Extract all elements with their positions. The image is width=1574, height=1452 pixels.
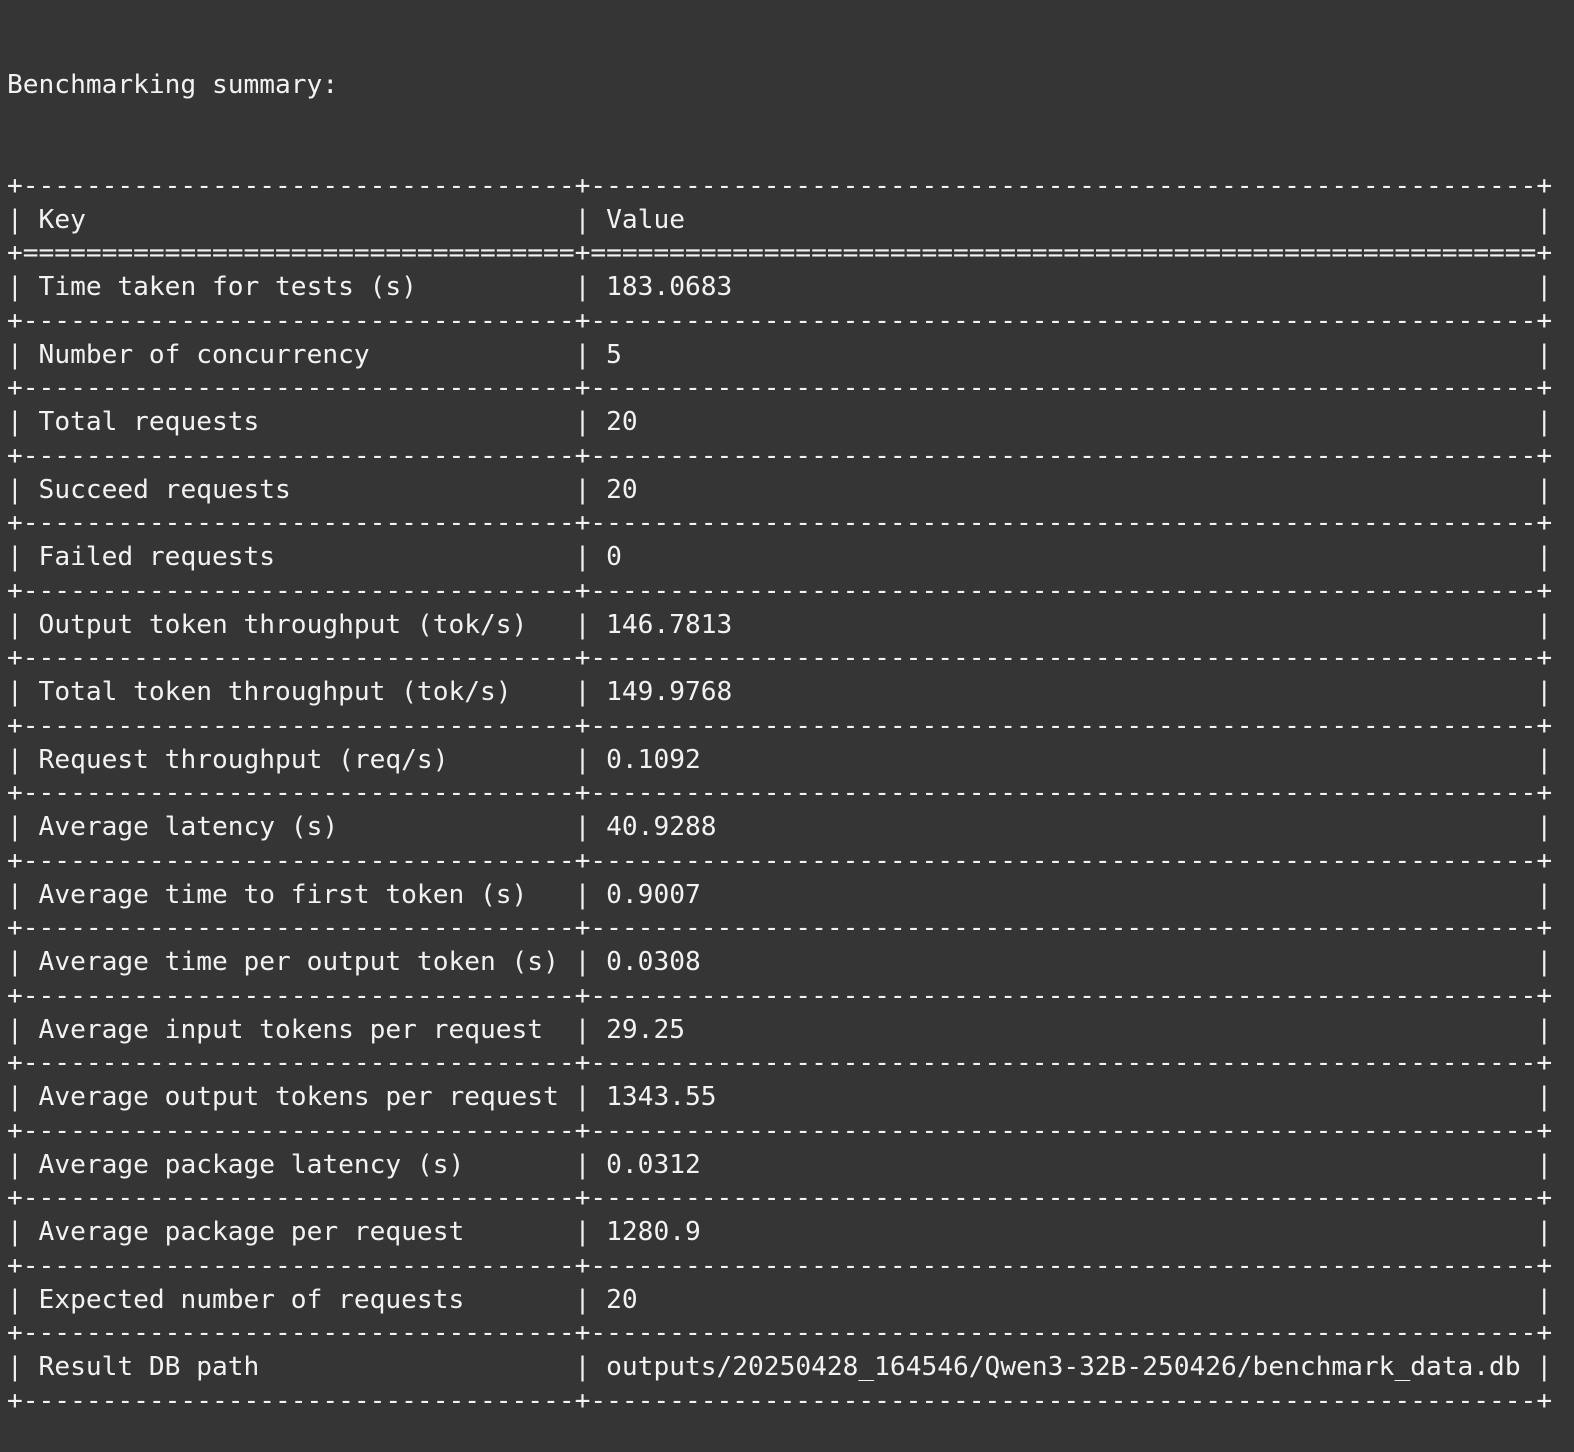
table-row: | Request throughput (req/s) | 0.1092 | — [7, 744, 1574, 778]
value-cell: 20 — [606, 407, 638, 437]
table-border: +-----------------------------------+---… — [7, 643, 1553, 674]
key-cell: Time taken for tests (s) — [38, 272, 417, 302]
table-border: +-----------------------------------+---… — [7, 373, 1553, 404]
table-border: +-----------------------------------+---… — [7, 980, 1553, 1011]
key-cell: Key — [38, 204, 86, 235]
value-cell: 40.9288 — [606, 812, 717, 842]
value-cell: 0.0308 — [606, 947, 701, 977]
value-cell: 0.1092 — [606, 744, 701, 775]
table-border: +-----------------------------------+---… — [7, 1048, 1553, 1079]
table-border: +-----------------------------------+---… — [7, 575, 1553, 606]
benchmark-table: +-----------------------------------+---… — [7, 170, 1574, 1419]
table-border: +-----------------------------------+---… — [7, 845, 1553, 876]
value-cell: 149.9768 — [606, 677, 733, 707]
table-border: +-----------------------------------+---… — [7, 1115, 1553, 1146]
table-border: +-----------------------------------+---… — [7, 170, 1553, 201]
key-cell: Average package latency (s) — [38, 1149, 465, 1180]
table-row: | Failed requests | 0 | — [7, 541, 1574, 575]
value-cell: 146.7813 — [606, 609, 733, 640]
key-cell: Average package per request — [38, 1217, 465, 1247]
summary-title: Benchmarking summary: — [7, 69, 339, 100]
value-cell: 183.0683 — [606, 272, 733, 302]
value-cell: 20 — [606, 474, 638, 505]
value-cell: 0.9007 — [606, 879, 701, 910]
key-cell: Average time to first token (s) — [38, 879, 528, 910]
key-cell: Request throughput (req/s) — [38, 744, 449, 775]
table-row: | Result DB path | outputs/20250428_164546/… — [7, 1351, 1574, 1385]
table-header: | Key | Value | — [7, 204, 1574, 238]
key-cell: Total token throughput (tok/s) — [38, 677, 512, 707]
table-border: +-----------------------------------+---… — [7, 913, 1553, 944]
table-row: | Average time to first token (s) | 0.9007 | — [7, 879, 1574, 913]
value-cell: Value — [606, 204, 685, 235]
table-border: +-----------------------------------+---… — [7, 305, 1553, 336]
key-cell: Total requests — [38, 407, 260, 437]
key-cell: Result DB path — [38, 1352, 260, 1382]
table-row: | Time taken for tests (s) | 183.0683 | — [7, 271, 1574, 305]
value-cell: 5 — [606, 339, 622, 370]
table-row: | Total requests | 20 | — [7, 406, 1574, 440]
table-row: | Expected number of requests | 20 | — [7, 1284, 1574, 1318]
key-cell: Failed requests — [38, 542, 276, 572]
key-cell: Average input tokens per request — [38, 1014, 544, 1045]
table-row: | Number of concurrency | 5 | — [7, 339, 1574, 373]
table-border: +-----------------------------------+---… — [7, 1183, 1553, 1214]
value-cell: 0 — [606, 542, 622, 572]
table-border: +-----------------------------------+---… — [7, 1250, 1553, 1281]
table-border: +-----------------------------------+---… — [7, 778, 1553, 809]
value-cell: 0.0312 — [606, 1149, 701, 1180]
table-border: +-----------------------------------+---… — [7, 440, 1553, 471]
value-cell: 29.25 — [606, 1014, 685, 1045]
value-cell: 20 — [606, 1284, 638, 1315]
key-cell: Average latency (s) — [38, 812, 339, 842]
key-cell: Number of concurrency — [38, 339, 370, 370]
table-row: | Total token throughput (tok/s) | 149.9768… — [7, 676, 1574, 710]
table-row: | Average latency (s) | 40.9288 | — [7, 811, 1574, 845]
key-cell: Average time per output token (s) — [38, 947, 559, 977]
table-row: | Output token throughput (tok/s) | 146.781… — [7, 609, 1574, 643]
key-cell: Output token throughput (tok/s) — [38, 609, 528, 640]
table-border: +===================================+===… — [7, 238, 1553, 269]
table-border: +-----------------------------------+---… — [7, 1318, 1553, 1349]
table-row: | Average input tokens per request | 29.25 | — [7, 1014, 1574, 1048]
table-border: +-----------------------------------+---… — [7, 1385, 1553, 1416]
table-row: | Average output tokens per request | 1343.… — [7, 1081, 1574, 1115]
table-row: | Average package latency (s) | 0.0312 | — [7, 1149, 1574, 1183]
value-cell: 1280.9 — [606, 1217, 701, 1247]
key-cell: Succeed requests — [38, 474, 291, 505]
value-cell: 1343.55 — [606, 1082, 717, 1112]
value-cell: outputs/20250428_164546/Qwen3-32B-250426… — [606, 1352, 1521, 1382]
table-row: | Average package per request | 1280.9 | — [7, 1216, 1574, 1250]
table-border: +-----------------------------------+---… — [7, 710, 1553, 741]
table-row: | Succeed requests | 20 | — [7, 474, 1574, 508]
key-cell: Expected number of requests — [38, 1284, 465, 1315]
table-row: | Average time per output token (s) | 0.030… — [7, 946, 1574, 980]
key-cell: Average output tokens per request — [38, 1082, 559, 1112]
table-border: +-----------------------------------+---… — [7, 508, 1553, 539]
